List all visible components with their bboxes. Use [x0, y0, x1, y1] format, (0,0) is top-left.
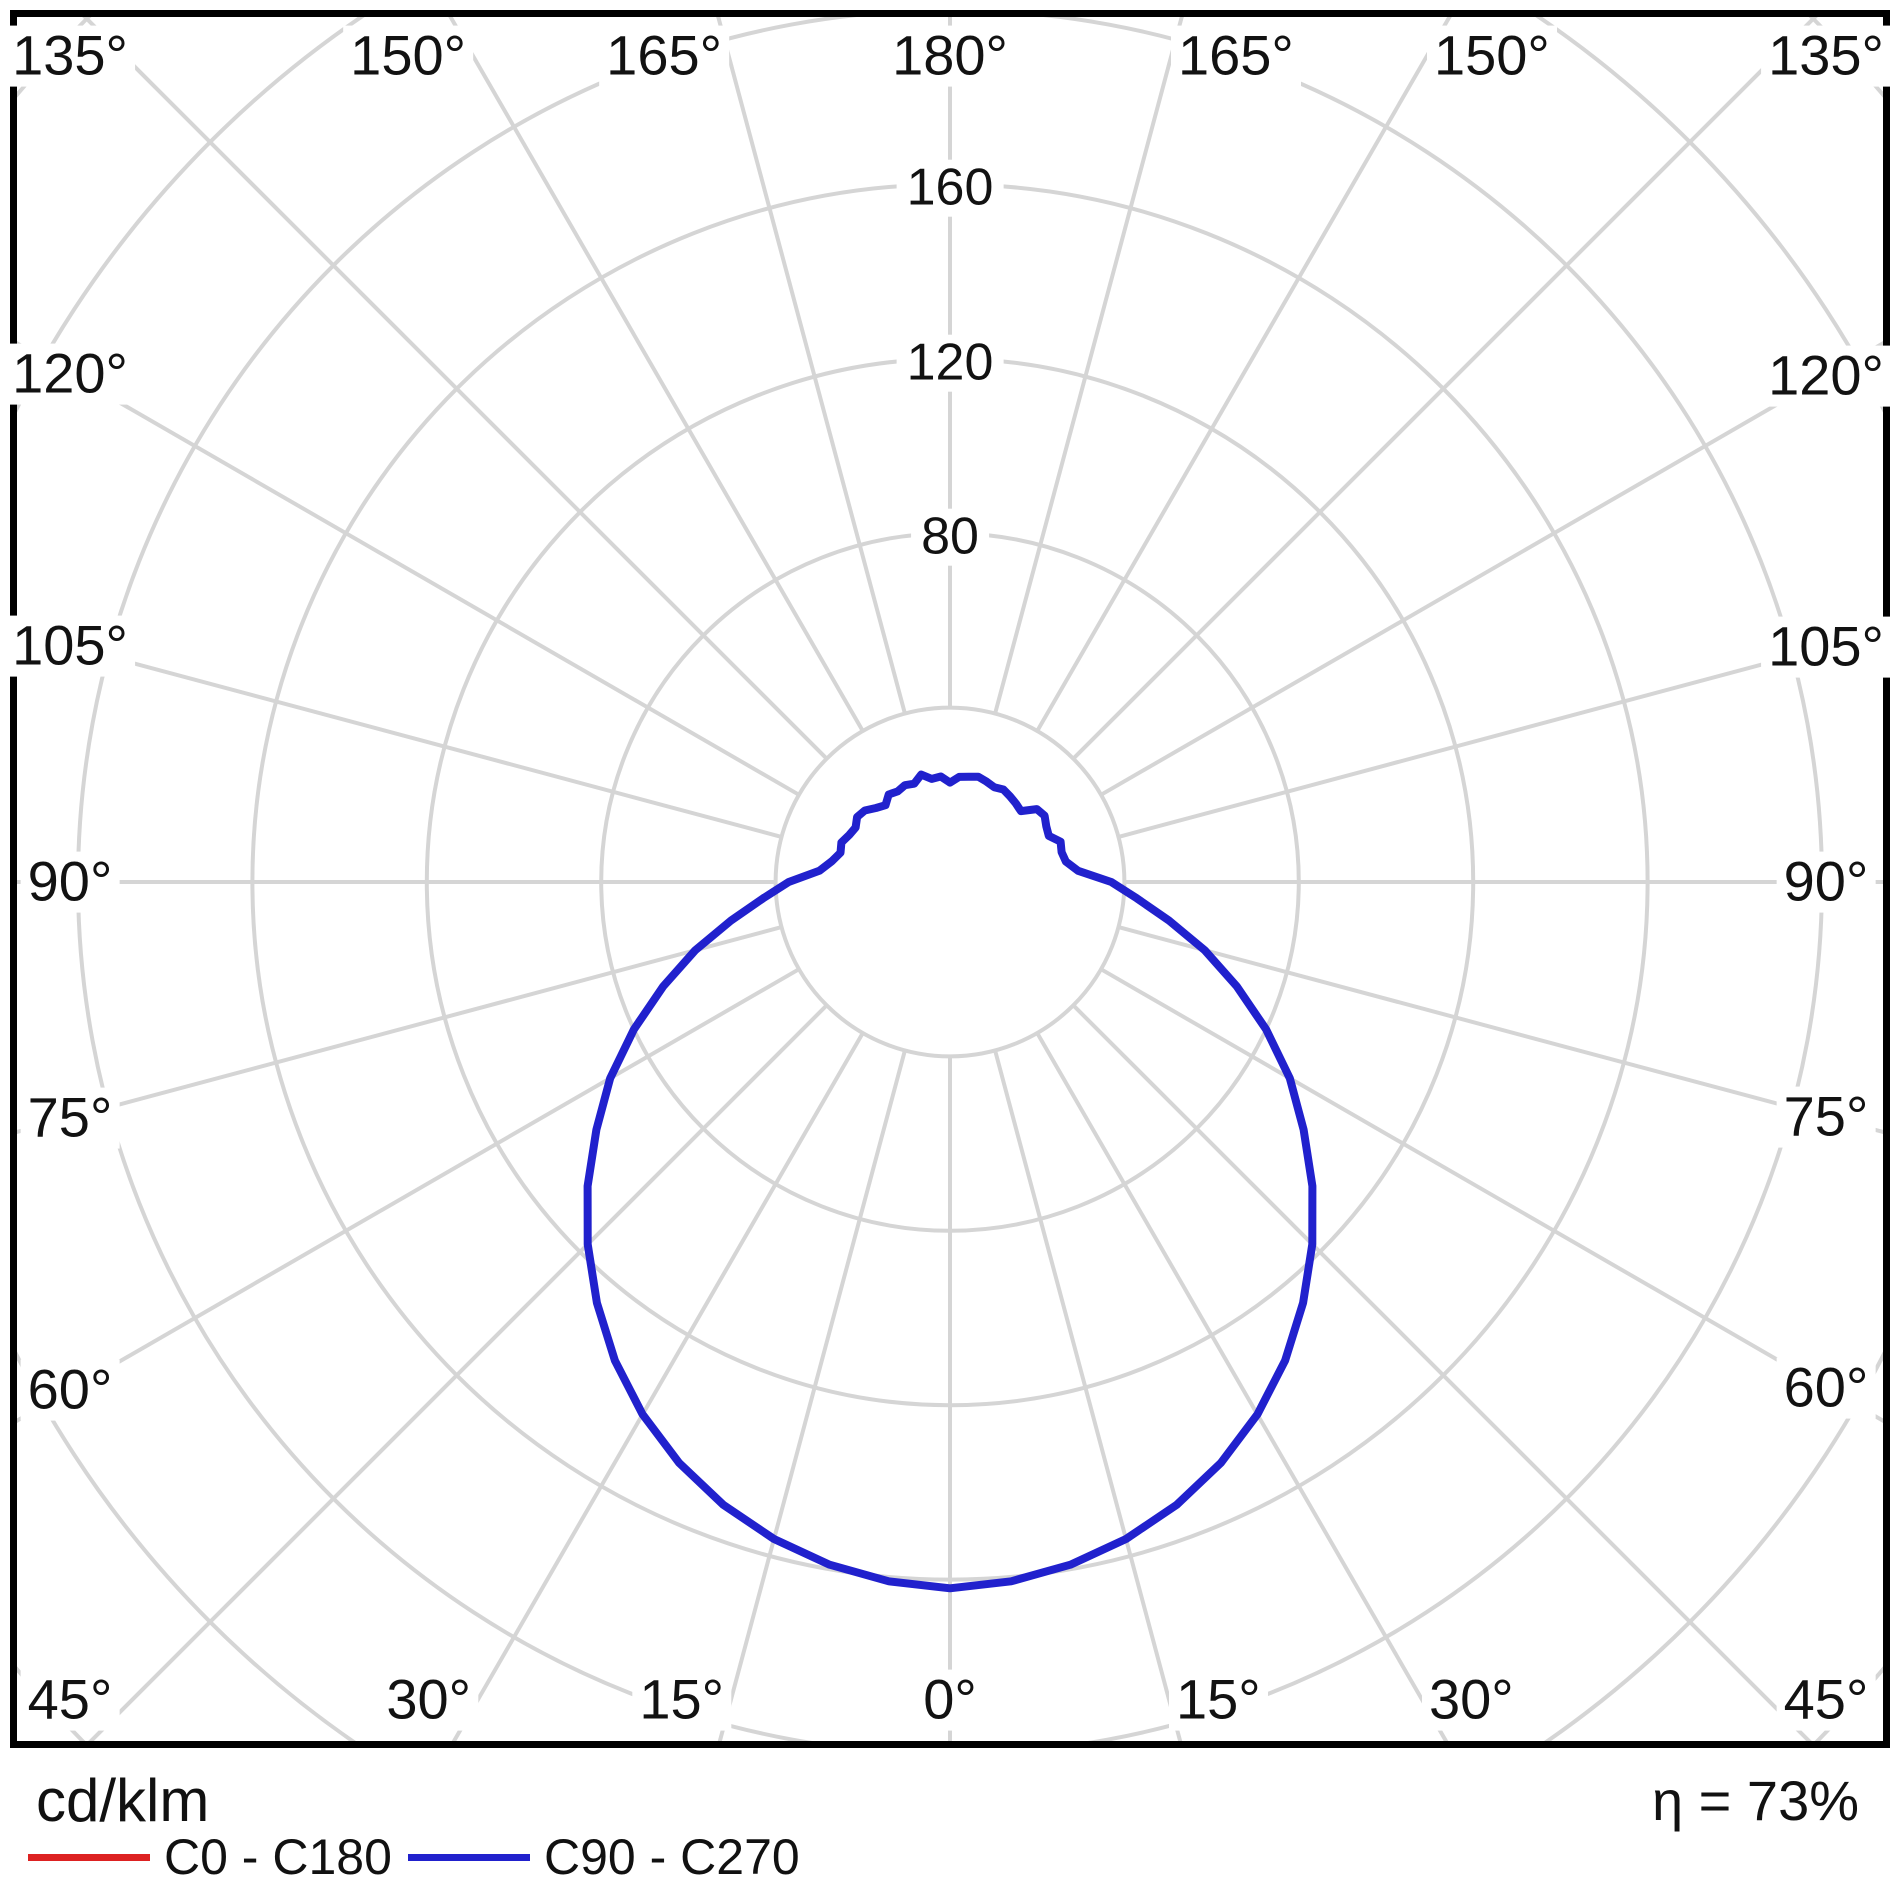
grid-ray-150 — [1035, 17, 1452, 733]
radial-label-80: 80 — [911, 508, 989, 566]
angle-label-165-right: 165° — [1171, 25, 1301, 87]
unit-label: cd/klm — [36, 1767, 210, 1834]
angle-label-165-left: 165° — [599, 25, 729, 87]
grid-ring-40 — [773, 705, 1127, 1059]
legend-swatch-red — [28, 1853, 150, 1861]
angle-label-135-left: 135° — [5, 25, 135, 87]
grid-ray-60 — [1099, 967, 1883, 1423]
grid-ray-45 — [1071, 1003, 1812, 1741]
radial-label-160: 160 — [896, 159, 1004, 217]
grid-ray-255 — [17, 629, 783, 839]
grid-ray-210 — [448, 17, 865, 733]
angle-label-15-left: 15° — [632, 1669, 731, 1731]
grid-ray-225 — [82, 17, 829, 761]
grid-ray-30 — [1035, 1031, 1449, 1741]
grid-ray-135 — [1071, 17, 1818, 761]
angle-label-60-right: 60° — [1776, 1357, 1876, 1419]
angle-label-120-left: 120° — [5, 343, 135, 405]
grid-ray-105 — [1117, 629, 1883, 839]
angle-label-105-left: 105° — [5, 615, 135, 677]
grid-ray-120 — [1099, 341, 1883, 797]
grid-ray-300 — [17, 967, 801, 1423]
angle-label-150-right: 150° — [1427, 25, 1557, 87]
legend-swatch-blue — [408, 1853, 530, 1861]
angle-label-30-left: 30° — [379, 1669, 478, 1731]
grid-ray-345 — [717, 1049, 907, 1741]
footer-area — [0, 1748, 1900, 1900]
angle-label-15-right: 15° — [1169, 1669, 1268, 1731]
legend-label-c0-c180: C0 - C180 — [164, 1829, 392, 1885]
grid-ray-240 — [17, 341, 801, 797]
angle-label-135-right: 135° — [1761, 25, 1891, 87]
efficiency-value: η = 73% — [1651, 1769, 1859, 1832]
angle-label-90-left: 90° — [20, 851, 120, 913]
grid-ray-15 — [993, 1049, 1183, 1741]
grid-ray-195 — [716, 17, 907, 715]
angle-label-45-left: 45° — [20, 1669, 120, 1731]
radial-label-120: 120 — [896, 334, 1004, 392]
angle-label-75-right: 75° — [1776, 1086, 1876, 1148]
legend-label-c90-c270: C90 - C270 — [544, 1829, 800, 1885]
legend-item-c90-c270: C90 - C270 — [408, 1828, 800, 1886]
angle-label-105-right: 105° — [1761, 616, 1891, 678]
grid-ray-75 — [1117, 925, 1883, 1135]
grid-ray-285 — [17, 925, 783, 1135]
grid-ray-315 — [88, 1003, 829, 1741]
angle-label-60-left: 60° — [20, 1359, 120, 1421]
angle-label-150-left: 150° — [343, 25, 473, 87]
angle-label-120-right: 120° — [1761, 345, 1891, 407]
angle-label-30-right: 30° — [1422, 1669, 1521, 1731]
legend-item-c0-c180: C0 - C180 — [28, 1828, 392, 1886]
legend: C0 - C180 C90 - C270 — [0, 1828, 1900, 1888]
angle-label-75-left: 75° — [20, 1087, 120, 1149]
plot-border — [10, 10, 1890, 1748]
angle-label-90-right: 90° — [1776, 851, 1876, 913]
angle-label-45-right: 45° — [1776, 1669, 1876, 1731]
grid-ray-165 — [993, 17, 1184, 715]
angle-label-180: 180° — [885, 25, 1015, 87]
intensity-curves — [583, 770, 1317, 1593]
angle-label-0: 0° — [916, 1669, 984, 1731]
intensity-curve-c90-c270 — [583, 770, 1317, 1593]
grid-ray-330 — [451, 1031, 865, 1741]
